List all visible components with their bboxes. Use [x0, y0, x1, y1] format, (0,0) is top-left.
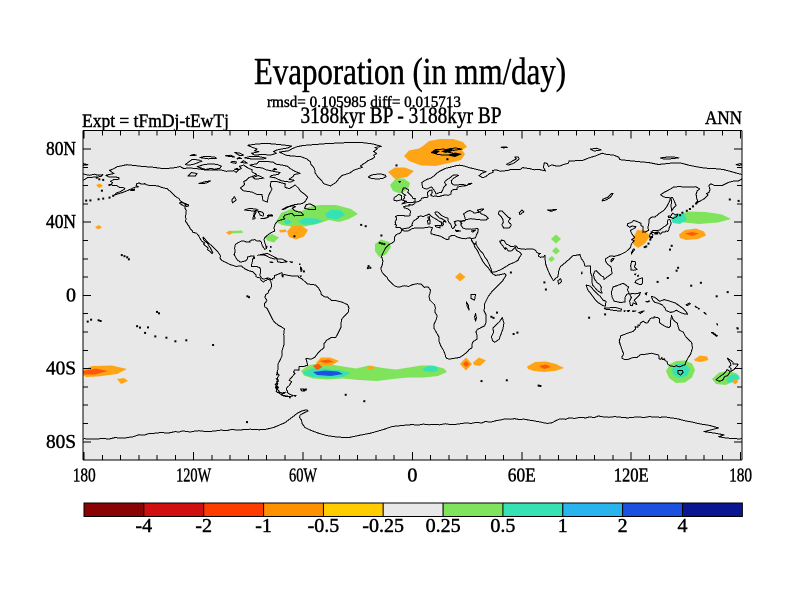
svg-text:0: 0	[407, 465, 417, 487]
svg-text:120W: 120W	[176, 465, 211, 487]
svg-text:3188kyr BP - 3188kyr BP: 3188kyr BP - 3188kyr BP	[301, 103, 502, 128]
svg-text:180: 180	[729, 465, 752, 487]
svg-text:60E: 60E	[508, 465, 536, 487]
svg-text:1: 1	[558, 515, 568, 537]
svg-text:-1: -1	[255, 515, 272, 537]
svg-text:180: 180	[73, 465, 96, 487]
svg-text:Evaporation (in mm/day): Evaporation (in mm/day)	[254, 51, 566, 93]
svg-text:120E: 120E	[614, 465, 649, 487]
svg-text:80N: 80N	[46, 138, 76, 160]
svg-text:0.25: 0.25	[426, 515, 461, 537]
svg-text:40N: 40N	[46, 211, 76, 233]
svg-text:-0.25: -0.25	[362, 515, 404, 537]
svg-text:-4: -4	[135, 515, 152, 537]
svg-text:ANN: ANN	[705, 109, 742, 129]
svg-text:4: 4	[678, 515, 688, 537]
svg-text:0.5: 0.5	[490, 515, 515, 537]
svg-text:40S: 40S	[46, 358, 76, 380]
svg-text:-0.5: -0.5	[308, 515, 340, 537]
svg-text:Expt = tFmDj-tEwTj: Expt = tFmDj-tEwTj	[82, 112, 229, 132]
svg-text:2: 2	[618, 515, 628, 537]
svg-text:60W: 60W	[289, 465, 317, 487]
svg-text:-2: -2	[195, 515, 212, 537]
svg-text:80S: 80S	[46, 431, 76, 453]
svg-text:0: 0	[66, 284, 76, 306]
svg-text:rmsd= 0.105985 diff= 0.015713: rmsd= 0.105985 diff= 0.015713	[267, 94, 461, 111]
